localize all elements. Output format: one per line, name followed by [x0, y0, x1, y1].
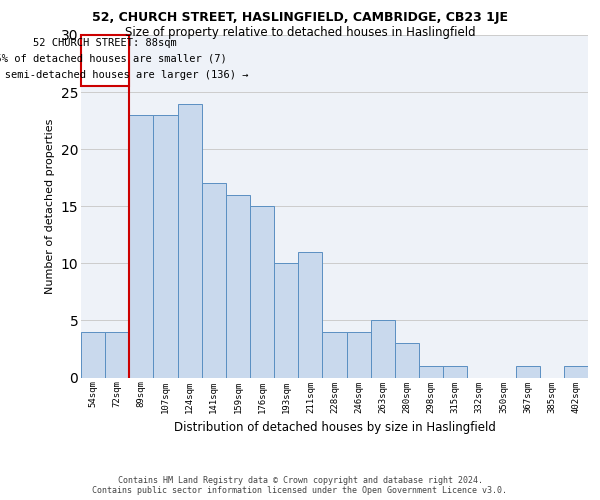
Bar	[298, 252, 322, 378]
Text: 52, CHURCH STREET, HASLINGFIELD, CAMBRIDGE, CB23 1JE: 52, CHURCH STREET, HASLINGFIELD, CAMBRID…	[92, 11, 508, 24]
X-axis label: Distribution of detached houses by size in Haslingfield: Distribution of detached houses by size …	[173, 421, 496, 434]
Bar	[419, 366, 443, 378]
Text: 95% of semi-detached houses are larger (136) →: 95% of semi-detached houses are larger (…	[0, 70, 249, 80]
Text: Size of property relative to detached houses in Haslingfield: Size of property relative to detached ho…	[125, 26, 475, 39]
Bar	[154, 115, 178, 378]
Text: 52 CHURCH STREET: 88sqm: 52 CHURCH STREET: 88sqm	[33, 38, 177, 48]
Bar	[81, 35, 129, 86]
Text: ← 5% of detached houses are smaller (7): ← 5% of detached houses are smaller (7)	[0, 54, 227, 64]
Bar	[371, 320, 395, 378]
Bar	[129, 115, 154, 378]
Bar	[322, 332, 347, 378]
Text: Contains HM Land Registry data © Crown copyright and database right 2024.
Contai: Contains HM Land Registry data © Crown c…	[92, 476, 508, 495]
Bar	[250, 206, 274, 378]
Bar	[274, 264, 298, 378]
Bar	[515, 366, 540, 378]
Bar	[564, 366, 588, 378]
Bar	[443, 366, 467, 378]
Bar	[81, 332, 105, 378]
Bar	[202, 184, 226, 378]
Bar	[226, 195, 250, 378]
Bar	[178, 104, 202, 378]
Bar	[395, 343, 419, 378]
Bar	[347, 332, 371, 378]
Bar	[105, 332, 129, 378]
Y-axis label: Number of detached properties: Number of detached properties	[45, 118, 55, 294]
